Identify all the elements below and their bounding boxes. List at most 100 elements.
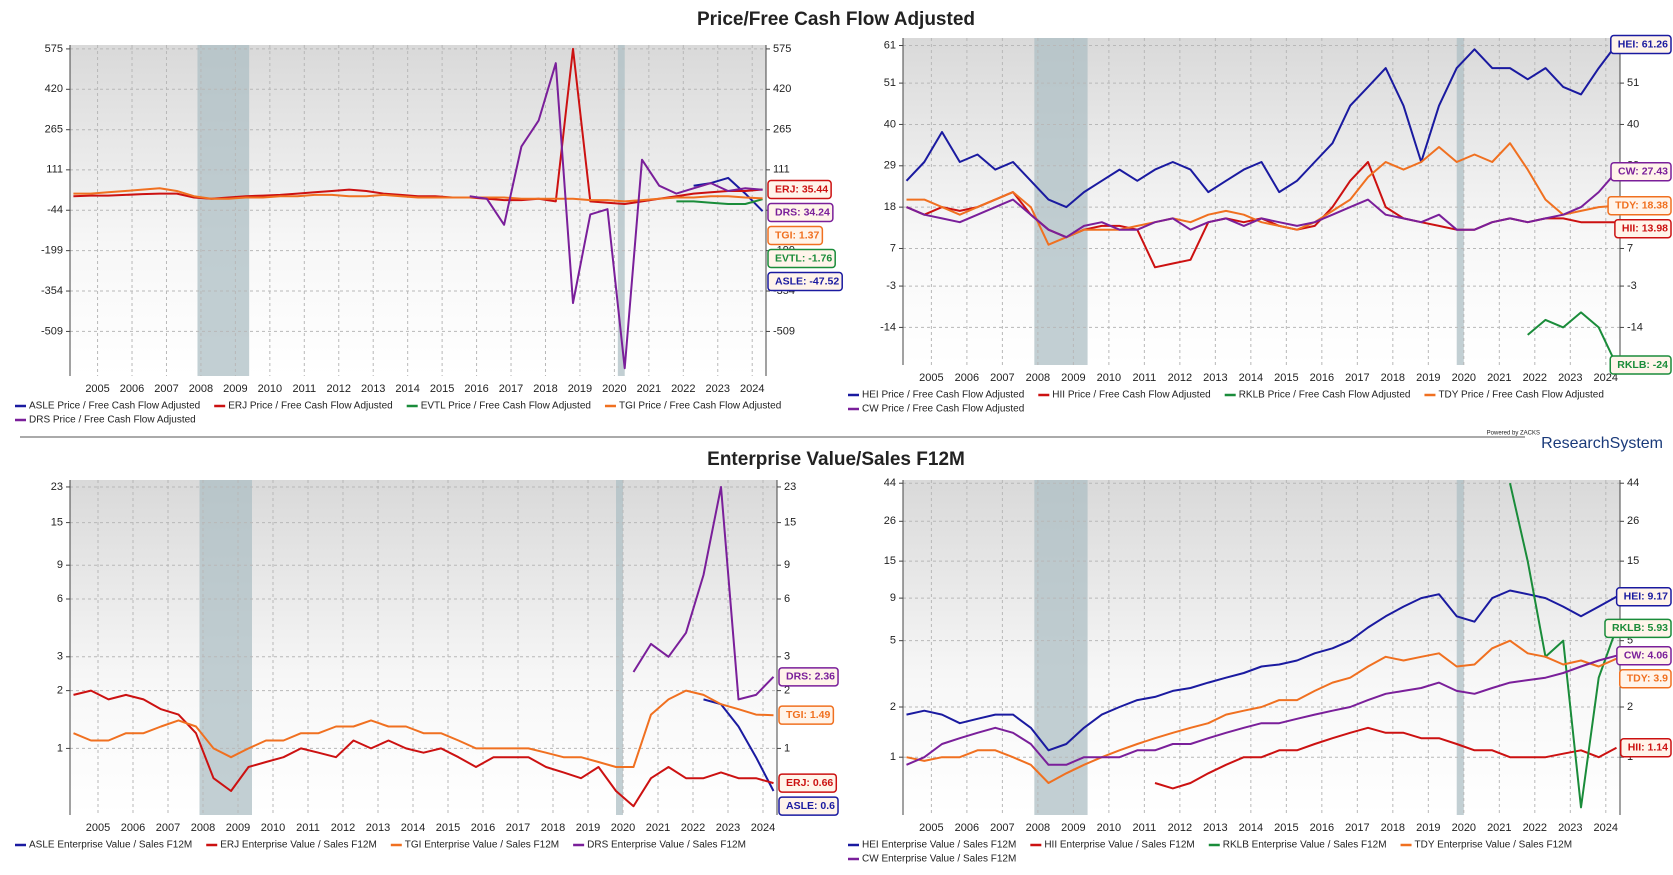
end-label-box (1619, 668, 1672, 689)
end-label-text: HII: 13.98 (1622, 222, 1668, 234)
end-label-text: HII: 1.14 (1628, 741, 1668, 753)
end-label: CW: 27.43 (1610, 161, 1672, 182)
end-label-box (1619, 737, 1672, 758)
end-label-text: ASLE: -47.52 (775, 275, 839, 287)
y-tick-label: -14 (1627, 321, 1643, 333)
y-tick-label: 5 (890, 635, 896, 647)
x-tick-label: 2008 (1026, 822, 1050, 834)
x-tick-label: 2007 (990, 822, 1014, 834)
x-tick-label: 2017 (506, 822, 530, 834)
x-tick-label: 2010 (258, 383, 282, 395)
y-tick-label: 1 (890, 751, 896, 763)
legend-label: EVTL Price / Free Cash Flow Adjusted (421, 401, 591, 412)
end-label: ERJ: 0.66 (778, 773, 838, 793)
x-tick-label: 2023 (716, 822, 740, 834)
x-tick-label: 2019 (1416, 372, 1440, 384)
series-line (905, 43, 1618, 209)
end-label-text: TGI: 1.49 (786, 709, 831, 721)
end-label-text: TGI: 1.37 (775, 229, 820, 241)
end-label-text: RKLB: -24 (1617, 359, 1668, 371)
x-tick-label: 2024 (751, 822, 775, 834)
y-tick-label: 9 (784, 559, 790, 571)
recession-band (1456, 38, 1464, 365)
x-tick-label: 2015 (1274, 822, 1298, 834)
legend-label: TDY Price / Free Cash Flow Adjusted (1438, 390, 1603, 401)
end-label-box (767, 225, 824, 246)
brand: ResearchSystem (1541, 435, 1663, 452)
end-label-text: DRS: 2.36 (786, 671, 835, 683)
x-tick-label: 2016 (464, 383, 488, 395)
end-label: TGI: 1.37 (767, 225, 824, 246)
end-label: CW: 4.06 (1616, 645, 1672, 666)
end-label-box (1607, 195, 1672, 216)
end-label-box (1614, 218, 1672, 239)
end-label-text: ASLE: 0.6 (786, 800, 835, 812)
legend-label: TGI Price / Free Cash Flow Adjusted (619, 401, 781, 412)
legend-label: HEI Price / Free Cash Flow Adjusted (862, 390, 1024, 401)
y-tick-label: 18 (884, 201, 896, 213)
end-label: TGI: 1.49 (778, 705, 835, 725)
end-label: RKLB: -24 (1609, 355, 1672, 375)
end-label-box (1615, 587, 1672, 607)
y-tick-label: 15 (51, 517, 63, 529)
x-tick-label: 2007 (154, 383, 178, 395)
y-tick-label: 51 (1627, 77, 1639, 89)
recession-band (616, 480, 623, 815)
x-tick-label: 2021 (1487, 822, 1511, 834)
x-tick-label: 2011 (1133, 372, 1157, 384)
legend-label: ASLE Price / Free Cash Flow Adjusted (29, 401, 200, 412)
y-tick-label: 44 (1627, 477, 1639, 489)
plot-background (903, 480, 1620, 815)
y-tick-label: 1 (57, 742, 63, 754)
series-line (1154, 726, 1617, 790)
x-tick-label: 2016 (1310, 822, 1334, 834)
x-tick-label: 2017 (1345, 822, 1369, 834)
x-tick-label: 2014 (395, 383, 419, 395)
end-label: ASLE: 0.6 (778, 796, 839, 816)
series-line (73, 689, 774, 768)
end-label: HEI: 9.17 (1615, 587, 1672, 607)
series-line (73, 689, 774, 808)
y-tick-label: 6 (57, 593, 63, 605)
recession-band (199, 480, 252, 815)
x-tick-label: 2014 (1239, 372, 1263, 384)
end-label-box (1610, 161, 1672, 182)
x-tick-label: 2009 (1061, 372, 1085, 384)
end-label: HII: 13.98 (1614, 218, 1672, 239)
end-label-box (1609, 355, 1672, 375)
y-tick-label: 61 (884, 39, 896, 51)
x-tick-label: 2010 (1097, 822, 1121, 834)
x-tick-label: 2019 (1416, 822, 1440, 834)
legend-label: TDY Enterprise Value / Sales F12M (1415, 840, 1572, 851)
y-tick-label: 575 (45, 43, 63, 55)
x-tick-label: 2010 (261, 822, 285, 834)
x-tick-label: 2009 (223, 383, 247, 395)
end-label-box (767, 179, 832, 200)
recession-band (1034, 38, 1088, 365)
end-label: DRS: 34.24 (767, 202, 834, 223)
x-tick-label: 2020 (1452, 822, 1476, 834)
end-label-text: HEI: 61.26 (1618, 38, 1668, 50)
end-label: DRS: 2.36 (778, 667, 839, 687)
y-tick-label: 2 (890, 701, 896, 713)
y-tick-label: 40 (884, 118, 896, 130)
x-tick-label: 2013 (1203, 822, 1227, 834)
end-label-box (1616, 645, 1672, 666)
y-tick-label: 15 (784, 517, 796, 529)
x-tick-label: 2006 (955, 822, 979, 834)
y-tick-label: -3 (886, 280, 896, 292)
x-tick-label: 2008 (189, 383, 213, 395)
x-tick-label: 2020 (602, 383, 626, 395)
end-label: ERJ: 35.44 (767, 179, 832, 200)
x-tick-label: 2009 (1061, 822, 1085, 834)
y-tick-label: -199 (41, 245, 63, 257)
x-tick-label: 2014 (401, 822, 425, 834)
legend-label: CW Enterprise Value / Sales F12M (862, 854, 1016, 865)
y-tick-label: 23 (784, 481, 796, 493)
powered-by: Powered by ZACKS (1487, 431, 1540, 437)
x-tick-label: 2021 (646, 822, 670, 834)
recession-band (617, 45, 625, 376)
end-label: HEI: 61.26 (1610, 34, 1672, 55)
x-tick-label: 2007 (156, 822, 180, 834)
series-line (73, 187, 763, 203)
